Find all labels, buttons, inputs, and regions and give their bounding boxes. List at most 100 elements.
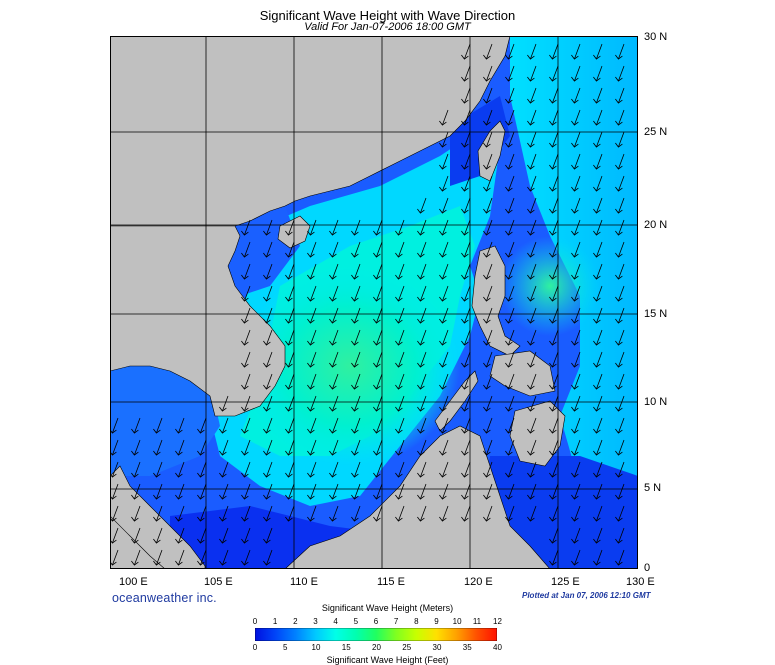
wave-arrow-head: [307, 296, 315, 302]
wave-arrow: [464, 43, 471, 60]
wave-arrow: [178, 549, 185, 566]
wave-arrow: [618, 263, 625, 280]
wave-arrow-head: [571, 186, 579, 192]
wave-arrow: [310, 439, 317, 456]
wave-arrow: [464, 65, 471, 82]
wave-arrow-head: [615, 384, 623, 390]
wave-arrow-head: [461, 406, 469, 412]
wave-arrow: [112, 505, 119, 522]
feet-tick: 30: [432, 643, 442, 652]
wave-arrow-head: [395, 252, 403, 258]
wave-arrow-head: [571, 340, 579, 346]
wave-arrow-head: [197, 538, 205, 544]
wave-arrow: [508, 175, 515, 192]
wave-arrow: [244, 461, 251, 478]
wave-arrow: [398, 329, 405, 346]
wave-arrow: [596, 131, 603, 148]
wave-arrow-head: [527, 164, 535, 170]
wave-arrow-head: [483, 76, 491, 82]
wave-arrow: [354, 307, 361, 324]
wave-arrow: [552, 461, 559, 478]
meters-tick: 1: [272, 617, 278, 626]
wave-arrow: [332, 219, 339, 236]
wave-arrow: [486, 373, 493, 390]
wave-arrow-head: [219, 472, 227, 478]
wave-arrow-head: [241, 560, 249, 566]
feet-tick: 20: [372, 643, 381, 652]
wave-arrow: [574, 351, 581, 368]
wave-arrow-head: [329, 318, 337, 324]
wave-arrow-head: [615, 472, 623, 478]
wave-arrow: [266, 373, 273, 390]
wave-arrow: [552, 351, 559, 368]
wave-arrow: [574, 219, 581, 236]
wave-arrow-head: [131, 472, 139, 478]
wave-arrow-head: [549, 230, 557, 236]
wave-arrow-head: [505, 516, 513, 522]
wave-arrow-head: [593, 362, 601, 368]
wave-arrow: [552, 285, 559, 302]
wave-arrow-head: [461, 362, 469, 368]
wave-arrow: [420, 373, 427, 390]
wave-arrow-head: [505, 318, 513, 324]
wave-arrow: [596, 395, 603, 412]
wave-arrow: [508, 87, 515, 104]
wave-arrow: [464, 87, 471, 104]
wave-arrow-head: [373, 494, 381, 500]
wave-arrow: [486, 109, 493, 126]
wave-arrow-head: [549, 406, 557, 412]
luzon-island: [471, 245, 521, 357]
lat-label-5n: 5 N: [644, 482, 662, 494]
wave-arrow: [178, 461, 185, 478]
wave-arrow: [508, 483, 515, 500]
wave-arrow: [596, 549, 603, 566]
wave-arrow: [442, 461, 449, 478]
wave-arrow: [266, 219, 273, 236]
wave-arrow: [552, 109, 559, 126]
wave-arrow-head: [571, 538, 579, 544]
wave-arrow: [354, 351, 361, 368]
wave-arrow-head: [439, 450, 447, 456]
lon-label-130e: 130 E: [626, 576, 655, 588]
wave-arrow: [354, 461, 361, 478]
wave-arrow: [486, 285, 493, 302]
lon-label-105e: 105 E: [204, 576, 233, 588]
wave-arrow: [552, 439, 559, 456]
wave-arrow-head: [461, 186, 469, 192]
wave-arrow: [596, 527, 603, 544]
lon-label-115e: 115 E: [377, 576, 405, 588]
wave-arrow-head: [439, 296, 447, 302]
wave-arrow-head: [395, 472, 403, 478]
wave-arrow-head: [197, 560, 205, 566]
wave-arrow: [508, 43, 515, 60]
feet-tick: 0: [252, 643, 258, 652]
wave-arrow-head: [373, 406, 381, 412]
wave-arrow-head: [527, 472, 535, 478]
wave-arrow: [442, 285, 449, 302]
wave-arrow-head: [483, 252, 491, 258]
wave-arrow: [464, 461, 471, 478]
wave-arrow-head: [505, 186, 513, 192]
wave-height-map: [110, 36, 638, 569]
wave-arrow-head: [549, 384, 557, 390]
wave-arrow: [530, 87, 537, 104]
plotted-timestamp: Plotted at Jan 07, 2006 12:10 GMT: [522, 591, 651, 600]
wave-arrow-head: [329, 252, 337, 258]
wave-arrow: [508, 219, 515, 236]
wave-arrow-head: [593, 450, 601, 456]
wave-arrow-head: [175, 516, 183, 522]
wave-arrow-head: [615, 494, 623, 500]
indochina-land: [110, 225, 286, 417]
wave-arrow-head: [571, 384, 579, 390]
wave-arrow-head: [241, 472, 249, 478]
wave-arrow-head: [615, 560, 623, 566]
lat-label-30n: 30 N: [644, 31, 668, 43]
wave-arrow: [508, 109, 515, 126]
wave-arrow-head: [527, 252, 535, 258]
wave-arrow: [486, 351, 493, 368]
wave-arrow-head: [571, 472, 579, 478]
wave-arrow-head: [329, 428, 337, 434]
wave-arrow-head: [373, 472, 381, 478]
wave-arrow: [486, 87, 493, 104]
wave-arrow-head: [593, 472, 601, 478]
